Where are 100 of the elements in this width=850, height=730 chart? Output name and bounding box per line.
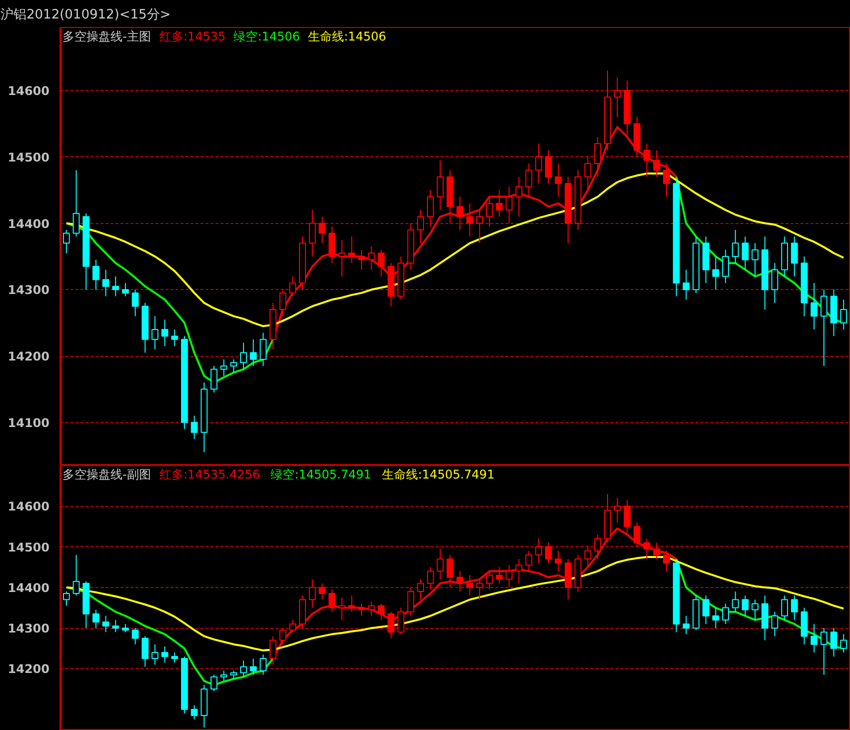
candlestick [732,590,739,612]
candlestick [161,646,168,664]
candlestick [752,599,759,620]
candlestick [220,670,228,682]
candlestick [142,636,149,668]
candlestick [535,538,542,564]
candlestick [318,216,326,244]
candlestick [515,176,522,218]
candlestick [62,590,70,606]
candlestick [594,534,602,560]
candlestick [643,143,650,178]
candlestick [112,276,120,297]
candlestick [643,538,650,560]
candlestick [790,595,798,620]
candlestick [712,607,720,629]
text: 红多:14535 [159,29,226,44]
candlestick [171,328,178,347]
y-tick-label: 14600 [8,500,50,514]
y-tick-label: 14400 [8,216,50,231]
candlestick [506,564,513,588]
candlestick [151,644,158,666]
candlestick [348,595,356,612]
candlestick [190,704,198,720]
candlestick [535,143,542,184]
candlestick [132,628,139,645]
candlestick [122,282,129,297]
candlestick [151,316,158,350]
candlestick [112,619,120,633]
candlestick [328,226,336,264]
candlestick [289,276,296,297]
candlestick [102,615,110,633]
candlestick [417,210,424,244]
candlestick [840,634,848,653]
candlestick [554,550,562,572]
candlestick [190,415,198,440]
candlestick [426,190,434,228]
candlestick [820,289,828,366]
candlestick [752,242,759,277]
candlestick [250,658,257,676]
candlestick [722,603,729,625]
candlestick [358,249,365,270]
candlestick [810,282,818,330]
candlestick [456,196,464,230]
candlestick [338,239,346,277]
candlestick [515,558,522,584]
candlestick [289,619,296,633]
candlestick [742,236,749,270]
candlestick [682,615,690,635]
text: 绿空:14505.7491 [270,468,372,482]
y-tick-label: 14600 [8,84,50,98]
candlestick [279,628,286,645]
candlestick [820,628,828,676]
candlestick [663,163,670,198]
candlestick [92,609,100,629]
candlestick [62,229,70,254]
text: 生命线:14506 [308,29,386,44]
candlestick [653,150,660,178]
candlestick [486,196,493,228]
text: 绿空:14506 [234,29,300,44]
candlestick [308,210,316,257]
candlestick [220,358,228,376]
chart-subtitle: 多空操盘线-副图 [62,468,151,482]
y-tick-label: 14300 [8,283,50,298]
y-tick-label: 14300 [8,622,50,636]
candlestick [368,246,375,270]
candlestick [161,319,168,347]
candlestick [771,262,778,304]
candlestick [506,186,513,224]
candlestick [554,163,562,198]
candlestick [388,611,395,639]
candlestick [240,660,247,678]
candlestick [790,236,798,277]
text: 生命线:14505.7491 [382,468,495,482]
candlestick [407,586,414,616]
candlestick [378,249,385,277]
candlestick [456,570,464,592]
candlestick [466,202,474,238]
candlestick [525,550,532,572]
candlestick [436,160,444,210]
candlestick [358,603,365,616]
candlestick [545,150,552,184]
y-tick-label: 14100 [8,416,50,430]
candlestick [72,170,80,238]
candlestick [308,578,316,608]
candlestick [584,546,592,568]
candlestick [722,249,729,284]
chart-title: 沪铝2012(010912)<15分> [0,6,171,22]
candlestick [260,654,267,676]
candlestick [496,566,503,584]
y-tick-label: 14500 [8,540,50,554]
candlestick [279,289,286,317]
candlestick [732,229,739,264]
candlestick [132,289,139,317]
candlestick [545,542,552,564]
candlestick [584,156,592,191]
candlestick [436,548,444,580]
candlestick [682,269,690,300]
candlestick [702,595,710,625]
candlestick [250,338,257,366]
candlestick [810,624,818,653]
